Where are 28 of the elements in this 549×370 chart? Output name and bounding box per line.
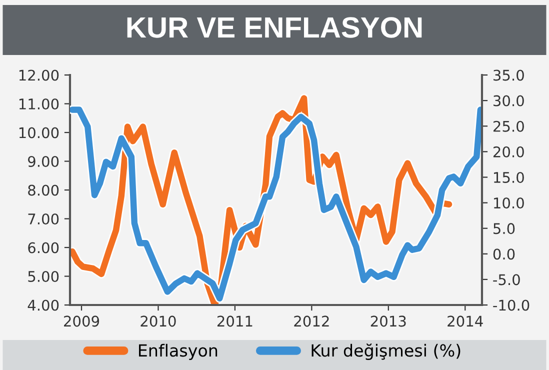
- y-tick-label: 11.00: [19, 98, 59, 110]
- y2-tick-label: 0.0: [493, 248, 515, 260]
- legend-label: Kur değişmesi (%): [312, 343, 460, 360]
- y2-tick-label: 10.0: [494, 197, 524, 209]
- x-tick-label: 2014: [448, 316, 483, 327]
- y-tick-label: 10.00: [19, 127, 59, 138]
- y-tick-label: 4.00: [28, 300, 59, 311]
- y-tick-label: 12.00: [19, 70, 59, 81]
- chart-title: KUR VE ENFLASYON: [127, 17, 422, 38]
- legend-label: Enflasyon: [139, 344, 218, 360]
- x-tick-label: 2013: [370, 316, 406, 327]
- y-tick-label: 7.00: [28, 213, 59, 224]
- x-tick-label: 2010: [140, 316, 176, 327]
- y2-tick-label: 20.0: [493, 146, 524, 158]
- y2-tick-label: 35.0: [494, 70, 524, 81]
- y2-tick-label: 30.0: [494, 95, 524, 106]
- y2-tick-label: -10.0: [493, 300, 530, 311]
- y2-tick-label: 15.0: [494, 172, 524, 183]
- y-tick-label: 6.00: [28, 242, 59, 254]
- y2-tick-label: 25.0: [493, 120, 524, 132]
- y-tick-label: 9.00: [28, 156, 59, 167]
- y-tick-label: 5.00: [28, 270, 59, 282]
- y-tick-label: 8.00: [28, 184, 59, 196]
- x-tick-label: 2009: [64, 316, 100, 327]
- y2-tick-label: 5.0: [494, 223, 515, 234]
- y2-tick-label: -5.0: [493, 274, 520, 286]
- x-tick-label: 2011: [217, 316, 252, 327]
- x-tick-label: 2012: [294, 316, 329, 327]
